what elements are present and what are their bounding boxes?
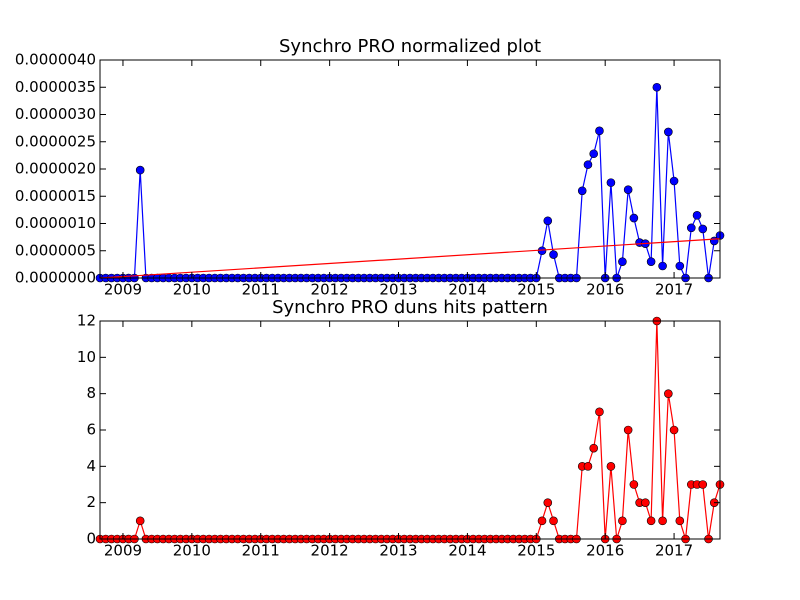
plot-area (95, 82, 725, 283)
series-line (100, 87, 721, 281)
x-tick-label: 2012 (311, 281, 349, 299)
y-tick-label: 0.0000025 (15, 132, 96, 150)
plot-area (95, 316, 725, 544)
y-tick-label: 0.0000020 (15, 160, 96, 178)
x-tick-label: 2014 (448, 542, 486, 560)
marker (543, 216, 553, 226)
marker (669, 176, 679, 186)
x-tick-label: 2013 (379, 542, 417, 560)
x-tick-label: 2015 (517, 281, 555, 299)
marker (135, 516, 145, 526)
y-tick-label: 0.0000005 (15, 241, 96, 259)
y-tick-label: 0.0000010 (15, 214, 96, 232)
y-tick-label: 10 (77, 348, 96, 366)
x-tick-label: 2009 (104, 542, 142, 560)
x-tick-label: 2014 (448, 281, 486, 299)
marker (692, 211, 702, 220)
marker (658, 261, 667, 271)
marker (664, 127, 673, 137)
x-tick-label: 2010 (173, 542, 211, 560)
y-tick-label: 6 (86, 421, 96, 439)
y-tick-label: 0.0000040 (15, 51, 96, 69)
x-tick-label: 2009 (104, 281, 142, 299)
marker (646, 516, 656, 526)
x-tick-label: 2016 (586, 281, 624, 299)
marker (589, 443, 599, 453)
marker (629, 213, 639, 223)
chart-title: Synchro PRO normalized plot (279, 36, 541, 57)
marker (646, 257, 656, 266)
marker (589, 149, 599, 159)
y-tick-label: 0.0000015 (15, 187, 96, 205)
marker (583, 462, 593, 471)
y-tick-label: 4 (86, 457, 96, 475)
y-tick-label: 8 (86, 384, 96, 402)
marker (641, 498, 650, 507)
y-tick-label: 12 (77, 312, 96, 330)
marker (618, 257, 627, 266)
marker (595, 407, 604, 417)
x-tick-label: 2015 (517, 542, 555, 560)
x-tick-label: 2011 (242, 542, 280, 560)
marker (577, 186, 587, 196)
marker (549, 250, 558, 259)
marker (549, 516, 558, 526)
marker (537, 516, 547, 526)
marker (583, 160, 593, 169)
y-tick-label: 0.0000000 (15, 269, 96, 287)
chart-title: Synchro PRO duns hits pattern (272, 297, 548, 318)
marker (698, 480, 708, 489)
y-tick-label: 2 (86, 493, 96, 511)
x-tick-label: 2010 (173, 281, 211, 299)
x-tick-label: 2017 (655, 542, 693, 560)
marker (664, 389, 673, 398)
marker (675, 516, 685, 526)
marker (623, 185, 633, 195)
series-line (99, 238, 721, 279)
marker (606, 178, 616, 187)
marker (652, 82, 662, 92)
series-group (95, 82, 725, 283)
x-tick-label: 2017 (655, 281, 693, 299)
marker (675, 261, 685, 271)
y-tick-label: 0.0000030 (15, 105, 96, 123)
marker (629, 480, 639, 489)
marker (698, 224, 708, 234)
x-tick-label: 2016 (586, 542, 624, 560)
marker (543, 498, 553, 507)
series-group (95, 316, 725, 544)
x-tick-label: 2013 (379, 281, 417, 299)
marker (135, 165, 145, 175)
y-tick-label: 0 (86, 530, 96, 548)
marker (606, 462, 616, 471)
marker (623, 425, 633, 435)
marker (686, 223, 696, 233)
x-tick-label: 2012 (311, 542, 349, 560)
y-tick-label: 0.0000035 (15, 78, 96, 96)
marker (618, 516, 627, 526)
marker (658, 516, 667, 526)
marker (595, 126, 604, 136)
marker (669, 425, 679, 435)
axes-frame (99, 59, 721, 279)
x-tick-label: 2011 (242, 281, 280, 299)
